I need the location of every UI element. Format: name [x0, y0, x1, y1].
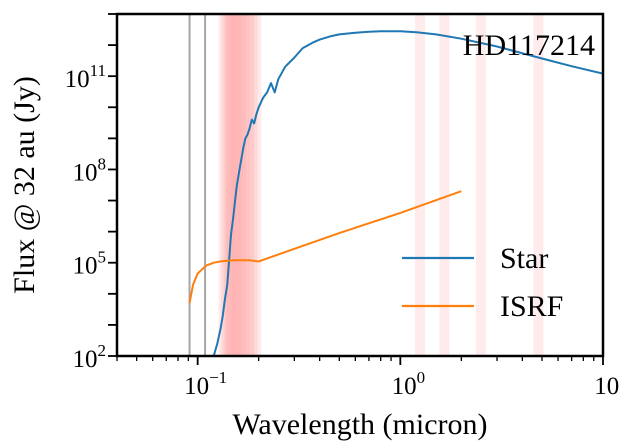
bands-layer [218, 14, 544, 356]
vlines-layer [188, 14, 207, 356]
series-line-isrf [188, 190, 462, 304]
shaded-band [227, 14, 238, 356]
shaded-band [244, 14, 255, 356]
legend-label-isrf: ISRF [500, 290, 563, 323]
x-tick-label: 100 [392, 368, 426, 400]
shaded-band [533, 14, 544, 356]
shaded-band [225, 14, 236, 356]
chart-title: HD117214 [463, 29, 595, 62]
shaded-band [237, 14, 248, 356]
series-layer [188, 30, 603, 356]
shaded-band [241, 14, 252, 356]
shaded-band [235, 14, 246, 356]
y-axis-label: Flux @ 32 au (Jy) [8, 76, 41, 294]
legend-label-star: Star [500, 242, 548, 275]
x-axis-label: Wavelength (micron) [233, 408, 488, 441]
shaded-band [229, 14, 240, 356]
shaded-band [223, 14, 234, 356]
shaded-band [218, 14, 229, 356]
shaded-band [251, 14, 262, 356]
y-tick-label: 1011 [65, 61, 106, 93]
x-tick-label: 10−1 [184, 368, 227, 400]
shaded-band [239, 14, 250, 356]
plot-frame [115, 12, 605, 358]
x-tick-label: 101 [594, 368, 619, 400]
shaded-band [414, 14, 425, 356]
shaded-band [247, 14, 258, 356]
shaded-band [475, 14, 486, 356]
shaded-band [439, 14, 450, 356]
legend: Star ISRF [402, 242, 563, 323]
y-tick-label: 102 [73, 341, 107, 373]
ticks-layer: 10−1 100 101 102 105 108 1011 [65, 13, 619, 400]
shaded-band [221, 14, 232, 356]
y-tick-label: 105 [73, 248, 107, 280]
series-line-star [212, 30, 603, 356]
y-tick-label: 108 [73, 154, 107, 186]
